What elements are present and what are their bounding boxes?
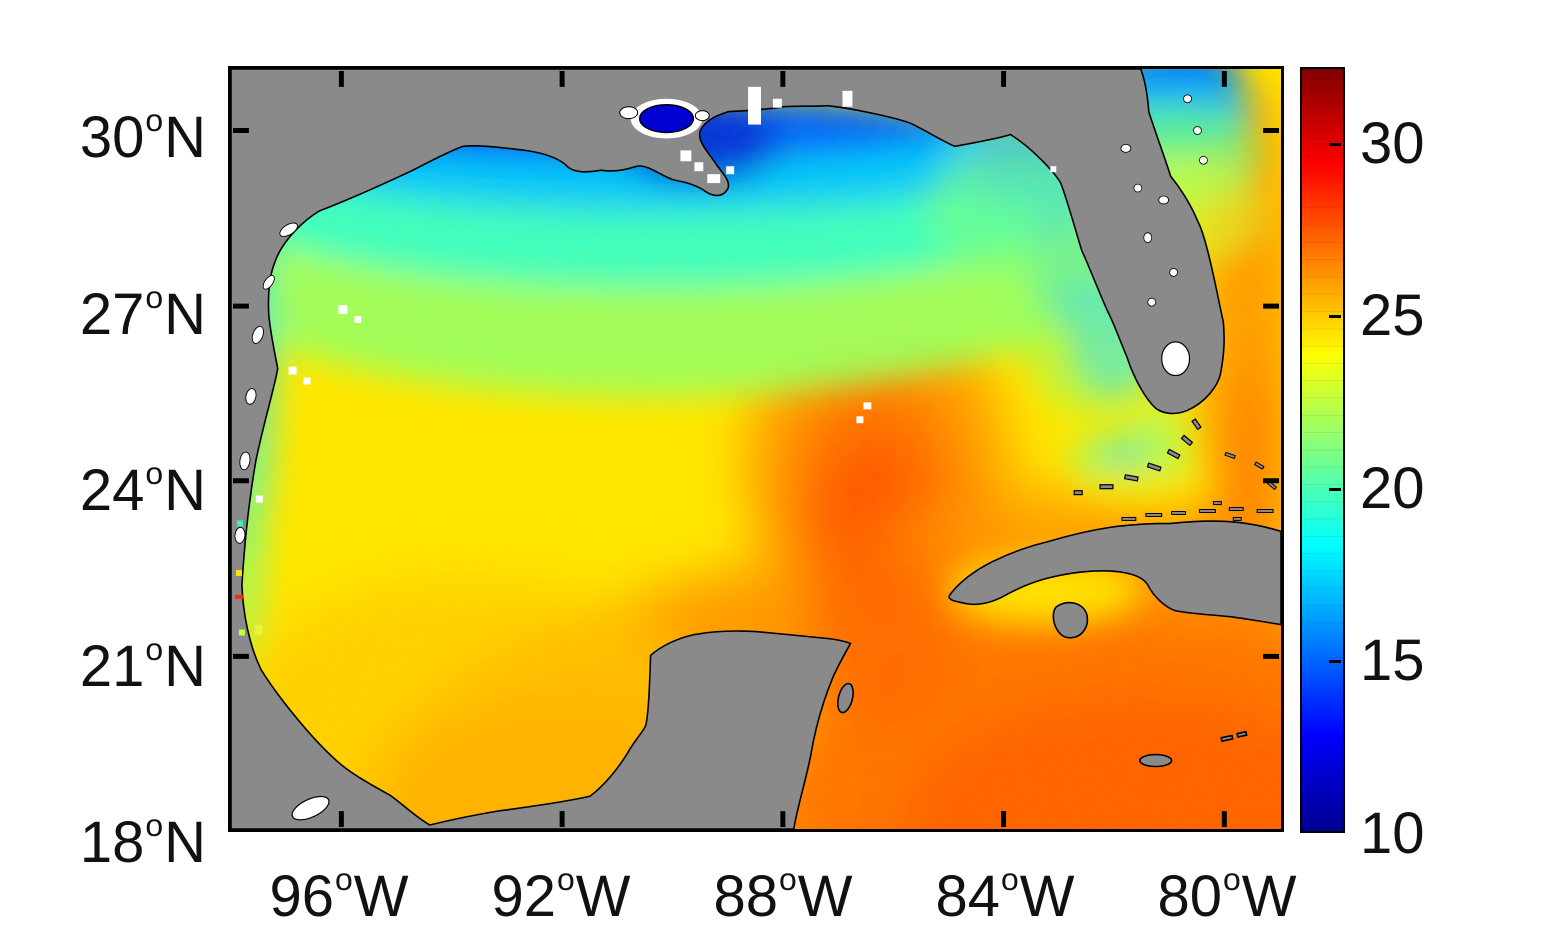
y-tick-label-24N: 24 o N — [79, 454, 206, 523]
colorbar-label-25: 25 — [1360, 282, 1425, 348]
y-tick-label-21N: 21 o N — [79, 630, 206, 699]
x-tick-label-92W: 92 o W — [491, 860, 631, 929]
map-plot-area — [228, 66, 1284, 832]
degree-symbol: o — [145, 630, 164, 667]
lake-okeechobee — [1161, 341, 1191, 377]
degree-symbol: o — [557, 860, 575, 897]
x-tick-label-84W: 84 o W — [935, 860, 1075, 929]
cuba — [948, 520, 1281, 626]
colorbar-tick — [1329, 488, 1341, 491]
x-tick-label-88W: 88 o W — [713, 860, 853, 929]
grand-cayman — [1139, 753, 1173, 768]
degree-symbol: o — [145, 101, 164, 138]
x-tick-label-96W: 96 o W — [269, 860, 409, 929]
florida-keys — [1073, 418, 1202, 496]
y-tick-label-27N: 27 o N — [79, 278, 206, 347]
y-tick-label-18N: 18 o N — [79, 806, 206, 875]
colorbar-label-30: 30 — [1360, 110, 1425, 176]
cloud-no-data-patches — [234, 86, 1057, 544]
degree-symbol: o — [779, 860, 797, 897]
colorbar-tick — [1329, 315, 1341, 318]
gulf-of-mexico-sst-raster — [231, 69, 1281, 829]
alvarado-lagoon — [291, 795, 330, 821]
inland-lakes — [291, 94, 1208, 821]
colorbar-label-15: 15 — [1360, 627, 1425, 693]
degree-symbol: o — [1223, 860, 1241, 897]
cozumel-island — [837, 682, 854, 714]
degree-symbol: o — [145, 278, 164, 315]
bahama-cays — [1212, 451, 1278, 521]
lake-pontchartrain — [638, 104, 695, 134]
degree-symbol: o — [335, 860, 353, 897]
cayman-brac — [1220, 734, 1234, 743]
axis-tick-marks — [232, 70, 1280, 828]
colorbar-label-20: 20 — [1360, 455, 1425, 521]
colorbar-tick — [1329, 143, 1341, 146]
x-tick-label-80W: 80 o W — [1157, 860, 1297, 929]
degree-symbol: o — [145, 806, 164, 843]
isla-de-la-juventud — [1052, 601, 1089, 639]
degree-symbol: o — [145, 454, 164, 491]
cuban-cays — [1121, 507, 1274, 521]
little-cayman — [1236, 730, 1248, 738]
degree-symbol: o — [1001, 860, 1019, 897]
temperature-colorbar — [1300, 67, 1345, 833]
colorbar-tick — [1329, 660, 1341, 663]
colorbar-label-10: 10 — [1360, 800, 1425, 866]
y-tick-label-30N: 30 o N — [79, 101, 206, 170]
nearshore-pixel-anomalies — [234, 520, 263, 636]
